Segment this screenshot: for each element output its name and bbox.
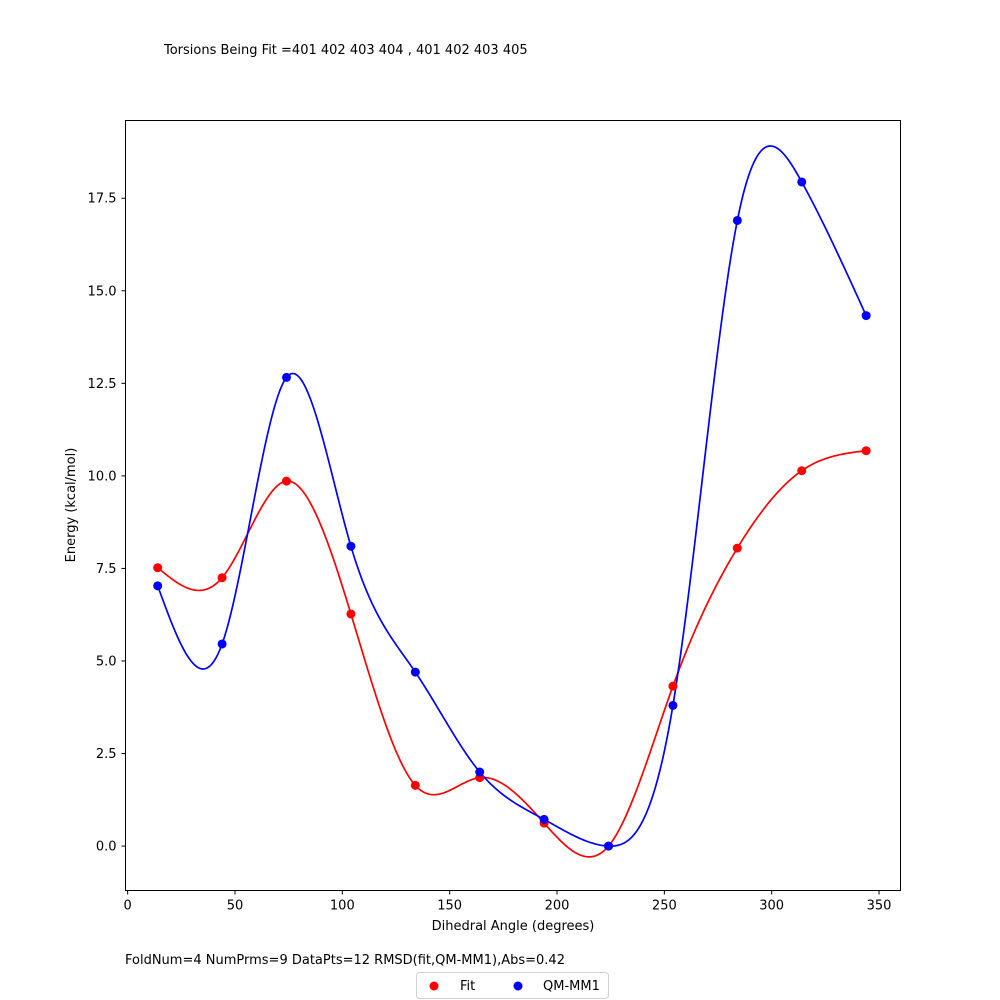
data-point-fit: [732, 543, 742, 553]
data-point-fit: [217, 573, 227, 583]
y-tick-label: 7.5: [96, 562, 117, 577]
chart-title: Torsions Being Fit =401 402 403 404 , 40…: [163, 43, 528, 58]
chart-footnote: FoldNum=4 NumPrms=9 DataPts=12 RMSD(fit,…: [125, 953, 565, 968]
y-tick-label: 10.0: [88, 469, 117, 484]
data-point-qm-mm1: [539, 814, 549, 824]
x-tick-label: 150: [437, 899, 462, 914]
y-tick-label: 5.0: [96, 654, 117, 669]
legend: Fit QM-MM1: [416, 972, 609, 999]
series-curves: [156, 145, 867, 858]
data-point-qm-mm1: [410, 667, 420, 677]
series-points: [153, 177, 871, 851]
data-point-qm-mm1: [475, 767, 485, 777]
legend-label-qm-mm1: QM-MM1: [543, 979, 600, 994]
x-axis-label: Dihedral Angle (degrees): [432, 919, 595, 934]
data-point-qm-mm1: [732, 215, 742, 225]
data-point-fit: [346, 609, 356, 619]
data-point-qm-mm1: [346, 541, 356, 551]
y-tick-label: 17.5: [88, 192, 117, 207]
data-point-fit: [797, 466, 807, 476]
data-point-qm-mm1: [282, 372, 292, 382]
data-point-qm-mm1: [797, 177, 807, 187]
x-tick-label: 300: [759, 899, 784, 914]
y-tick-label: 12.5: [88, 377, 117, 392]
data-point-fit: [668, 681, 678, 691]
series-line-fit: [157, 449, 867, 858]
data-point-qm-mm1: [153, 581, 163, 591]
data-point-fit: [410, 780, 420, 790]
y-axis: 0.0 2.5 5.0 7.5 10.0 12.5 15.0 17.5: [88, 192, 126, 855]
data-point-qm-mm1: [861, 311, 871, 321]
data-point-qm-mm1: [217, 639, 227, 649]
series-line-qm-mm1: [156, 145, 867, 847]
data-point-fit: [282, 476, 292, 486]
legend-frame: [416, 972, 609, 999]
x-tick-label: 200: [545, 899, 570, 914]
x-tick-label: 50: [227, 899, 244, 914]
x-axis: 0 50 100 150 200 250 300 350: [124, 890, 892, 914]
legend-marker-qm-mm1: [513, 981, 523, 991]
plot-area-frame: [125, 120, 901, 891]
y-tick-label: 0.0: [96, 840, 117, 855]
y-axis-label: Energy (kcal/mol): [64, 448, 79, 563]
x-tick-label: 0: [124, 899, 132, 914]
data-point-qm-mm1: [668, 700, 678, 710]
data-point-fit: [153, 563, 163, 573]
legend-label-fit: Fit: [460, 979, 475, 994]
y-tick-label: 15.0: [88, 284, 117, 299]
y-tick-label: 2.5: [96, 747, 117, 762]
x-tick-label: 250: [652, 899, 677, 914]
data-point-fit: [861, 446, 871, 456]
data-point-qm-mm1: [604, 841, 614, 851]
x-tick-label: 350: [867, 899, 892, 914]
x-tick-label: 100: [330, 899, 355, 914]
legend-marker-fit: [429, 981, 439, 991]
